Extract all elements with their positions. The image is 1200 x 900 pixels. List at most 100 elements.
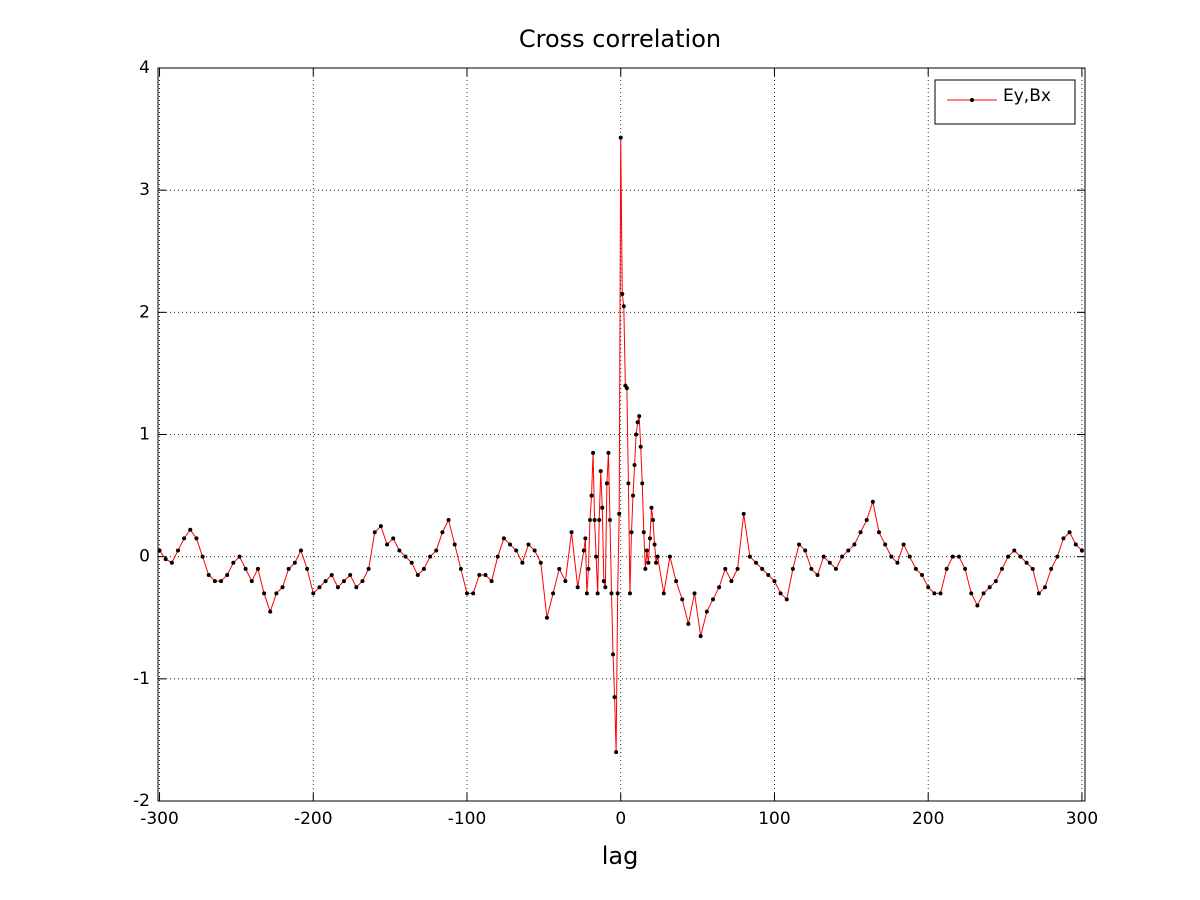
data-point — [606, 450, 611, 455]
data-point — [598, 469, 603, 474]
data-point — [652, 542, 657, 547]
data-point — [649, 505, 654, 510]
data-point — [298, 548, 303, 553]
data-point — [157, 548, 162, 553]
data-point — [415, 572, 420, 577]
data-point — [797, 542, 802, 547]
data-point — [1055, 554, 1060, 559]
data-point — [1049, 566, 1054, 571]
data-point — [617, 511, 622, 516]
y-tick-label: 2 — [139, 302, 150, 322]
data-point — [920, 572, 925, 577]
data-point — [372, 530, 377, 535]
data-point — [581, 548, 586, 553]
data-point — [638, 444, 643, 449]
data-point — [852, 542, 857, 547]
data-point — [790, 566, 795, 571]
data-point — [772, 579, 777, 584]
data-point — [538, 560, 543, 565]
data-point — [589, 493, 594, 498]
data-point — [403, 554, 408, 559]
data-point — [169, 560, 174, 565]
data-point — [907, 554, 912, 559]
data-point — [348, 572, 353, 577]
data-point — [889, 554, 894, 559]
chart-title: Cross correlation — [519, 25, 721, 53]
data-point — [317, 585, 322, 590]
data-point — [846, 548, 851, 553]
data-point — [607, 518, 612, 523]
data-point — [446, 518, 451, 523]
data-point — [292, 560, 297, 565]
x-axis-label: lag — [602, 842, 639, 870]
data-point — [612, 695, 617, 700]
data-point — [1043, 585, 1048, 590]
data-point — [1061, 536, 1066, 541]
data-point — [262, 591, 267, 596]
data-point — [563, 579, 568, 584]
data-point — [895, 560, 900, 565]
data-point — [651, 518, 656, 523]
data-point — [597, 518, 602, 523]
y-tick-label: 0 — [139, 547, 150, 567]
data-point — [595, 591, 600, 596]
data-point — [723, 566, 728, 571]
data-point — [323, 579, 328, 584]
data-point — [626, 481, 631, 486]
data-point — [674, 579, 679, 584]
data-point — [366, 566, 371, 571]
data-point — [440, 530, 445, 535]
data-point — [704, 609, 709, 614]
legend-box — [934, 79, 1076, 125]
data-point — [717, 585, 722, 590]
x-tick-label: 300 — [1066, 809, 1098, 829]
data-point — [514, 548, 519, 553]
data-point — [495, 554, 500, 559]
data-point — [987, 585, 992, 590]
data-point — [397, 548, 402, 553]
y-tick-label: 3 — [139, 180, 150, 200]
data-point — [342, 579, 347, 584]
data-point — [901, 542, 906, 547]
data-point — [428, 554, 433, 559]
data-point — [981, 591, 986, 596]
data-point — [163, 557, 168, 562]
data-point — [489, 579, 494, 584]
x-tick-label: -300 — [140, 809, 179, 829]
data-point — [692, 591, 697, 596]
data-point — [840, 554, 845, 559]
data-point — [477, 572, 482, 577]
data-point — [883, 542, 888, 547]
data-point — [858, 530, 863, 535]
data-point — [634, 432, 639, 437]
data-point — [225, 572, 230, 577]
data-point — [963, 566, 968, 571]
data-point — [286, 566, 291, 571]
data-point — [329, 572, 334, 577]
data-point — [231, 560, 236, 565]
data-point — [809, 566, 814, 571]
data-point — [631, 493, 636, 498]
data-point — [644, 548, 649, 553]
data-point — [378, 524, 383, 529]
data-point — [624, 386, 629, 391]
data-point — [646, 560, 651, 565]
data-point — [944, 566, 949, 571]
data-point — [654, 560, 659, 565]
data-point — [1006, 554, 1011, 559]
data-point — [354, 585, 359, 590]
data-point — [600, 505, 605, 510]
x-tick-label: 200 — [912, 809, 944, 829]
data-point — [305, 566, 310, 571]
data-point — [532, 548, 537, 553]
data-point — [575, 585, 580, 590]
data-point — [766, 572, 771, 577]
data-point — [508, 542, 513, 547]
data-point — [641, 530, 646, 535]
data-point — [243, 566, 248, 571]
data-point — [698, 634, 703, 639]
data-point — [465, 591, 469, 596]
data-point — [391, 536, 396, 541]
data-point — [385, 542, 390, 547]
data-point — [188, 527, 193, 532]
